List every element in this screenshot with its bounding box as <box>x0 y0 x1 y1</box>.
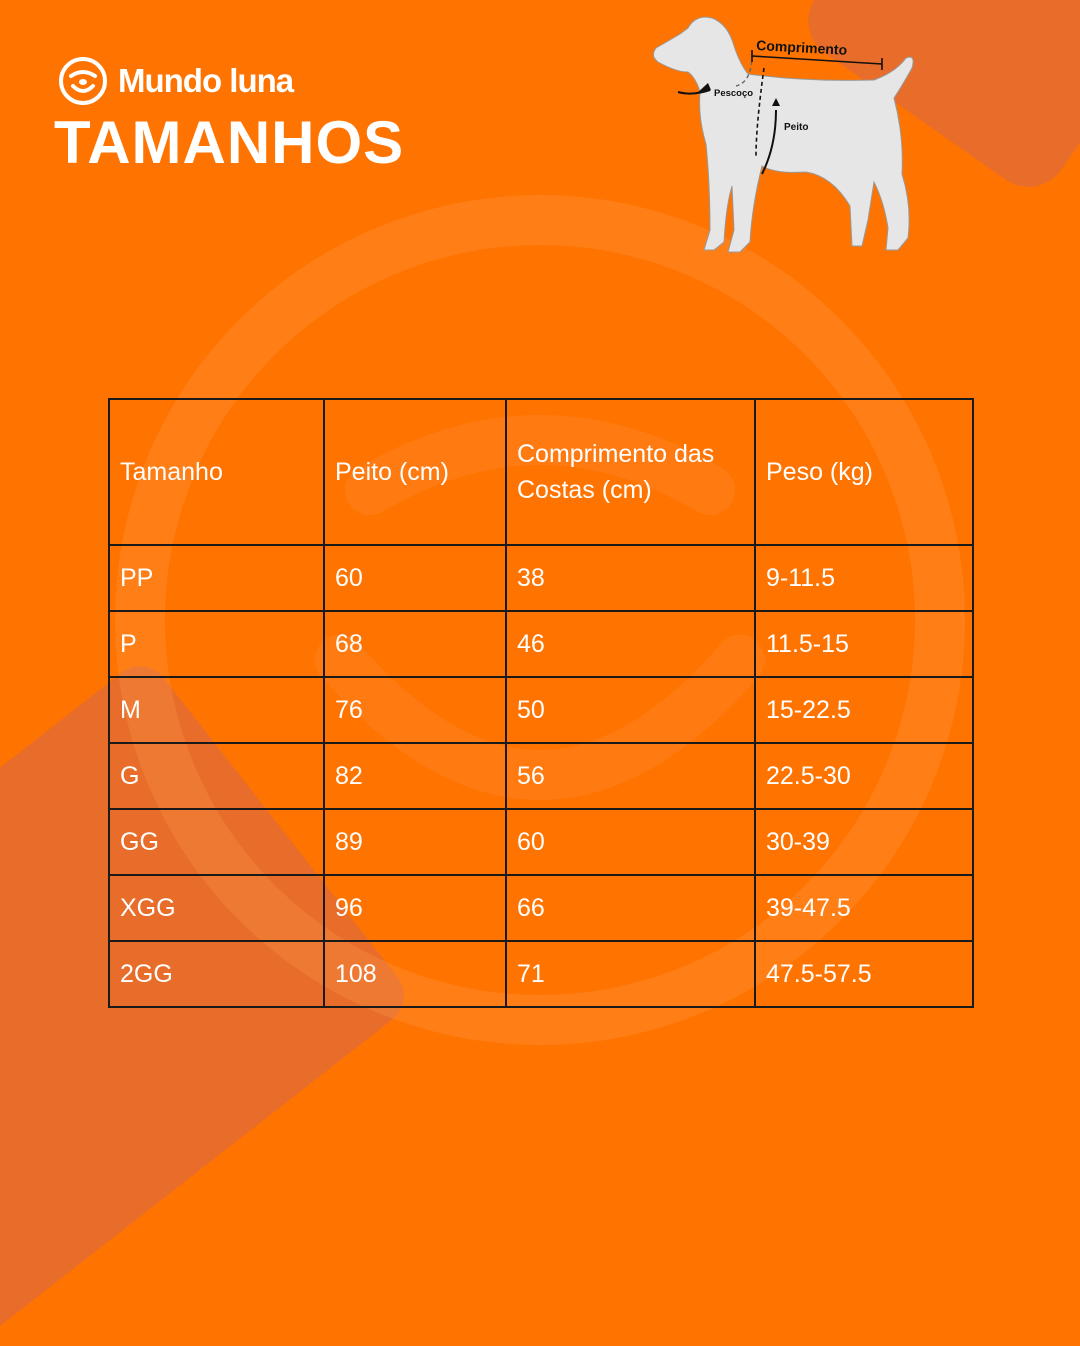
cell-weight: 22.5-30 <box>754 742 974 810</box>
dog-face-icon <box>59 57 107 105</box>
cell-size: G <box>108 742 325 810</box>
cell-weight: 9-11.5 <box>754 544 974 612</box>
table-header-row: Tamanho Peito (cm) Comprimento das Costa… <box>108 398 974 546</box>
cell-size: GG <box>108 808 325 876</box>
cell-weight: 15-22.5 <box>754 676 974 744</box>
table-row: XGG 96 66 39-47.5 <box>108 874 974 942</box>
cell-chest: 96 <box>323 874 507 942</box>
size-table: Tamanho Peito (cm) Comprimento das Costa… <box>108 398 974 1008</box>
brand-name: Mundo luna <box>118 62 294 99</box>
label-comprimento: Comprimento <box>756 37 848 58</box>
table-row: 2GG 108 71 47.5-57.5 <box>108 940 974 1008</box>
cell-chest: 60 <box>323 544 507 612</box>
header-comprimento: Comprimento das Costas (cm) <box>505 398 756 546</box>
cell-weight: 30-39 <box>754 808 974 876</box>
cell-length: 71 <box>505 940 756 1008</box>
cell-weight: 11.5-15 <box>754 610 974 678</box>
table-row: M 76 50 15-22.5 <box>108 676 974 744</box>
brand-logo: Mundo luna <box>58 56 294 106</box>
cell-weight: 39-47.5 <box>754 874 974 942</box>
cell-chest: 82 <box>323 742 507 810</box>
cell-length: 38 <box>505 544 756 612</box>
header-peso: Peso (kg) <box>754 398 974 546</box>
header-tamanho: Tamanho <box>108 398 325 546</box>
cell-length: 50 <box>505 676 756 744</box>
cell-size: 2GG <box>108 940 325 1008</box>
table-row: PP 60 38 9-11.5 <box>108 544 974 612</box>
cell-chest: 68 <box>323 610 507 678</box>
table-row: GG 89 60 30-39 <box>108 808 974 876</box>
cell-chest: 108 <box>323 940 507 1008</box>
cell-chest: 76 <box>323 676 507 744</box>
label-peito: Peito <box>784 122 808 133</box>
cell-size: M <box>108 676 325 744</box>
cell-length: 66 <box>505 874 756 942</box>
header-peito: Peito (cm) <box>323 398 507 546</box>
label-pescoco: Pescoço <box>714 88 753 99</box>
cell-length: 46 <box>505 610 756 678</box>
cell-length: 56 <box>505 742 756 810</box>
cell-length: 60 <box>505 808 756 876</box>
cell-size: PP <box>108 544 325 612</box>
cell-weight: 47.5-57.5 <box>754 940 974 1008</box>
table-row: G 82 56 22.5-30 <box>108 742 974 810</box>
cell-size: XGG <box>108 874 325 942</box>
table-row: P 68 46 11.5-15 <box>108 610 974 678</box>
dog-measurement-diagram: Comprimento Pescoço Peito <box>652 16 914 253</box>
dog-silhouette-icon <box>652 16 914 253</box>
cell-size: P <box>108 610 325 678</box>
cell-chest: 89 <box>323 808 507 876</box>
page-title: TAMANHOS <box>54 109 405 176</box>
